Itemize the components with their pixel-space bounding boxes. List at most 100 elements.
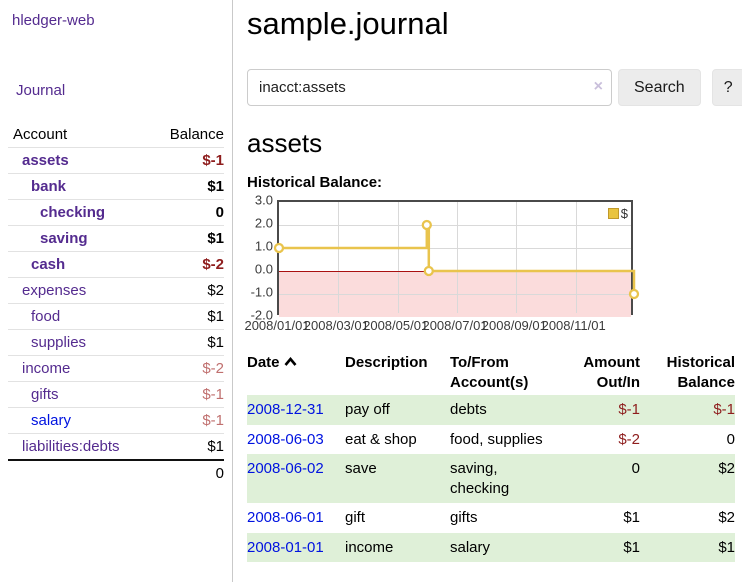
account-link-checking[interactable]: checking: [40, 204, 106, 221]
chart-gridline-vertical: [338, 202, 340, 313]
account-balance: $-2: [202, 360, 224, 377]
tofrom-accounts-cell: saving, checking: [450, 460, 510, 497]
chart-line: [279, 223, 636, 294]
date-cell: 2008-06-03: [247, 425, 345, 455]
tofrom-accounts-cell: food, supplies: [450, 430, 543, 448]
balance-column-header: Balance: [169, 126, 224, 143]
chart-data-point: [273, 242, 285, 254]
chart-data-point: [628, 288, 640, 300]
account-heading: assets: [247, 128, 323, 158]
clear-search-icon[interactable]: ×: [593, 78, 603, 95]
chart-x-axis: 2008/01/01 2008/03/01 2008/05/01 2008/07/01…: [244, 318, 637, 335]
journal-link[interactable]: Journal: [16, 82, 66, 99]
transaction-date-link[interactable]: 2008-12-31: [247, 401, 324, 418]
description-cell: pay off: [345, 401, 390, 418]
x-axis-tick-label: 2008/09/01: [481, 318, 547, 333]
total-balance: 0: [215, 465, 224, 482]
help-button[interactable]: ?: [711, 69, 742, 106]
sidebar-account-row: checking 0: [8, 200, 224, 226]
account-link-gifts[interactable]: gifts: [31, 386, 59, 403]
transaction-date-link[interactable]: 2008-06-03: [247, 430, 324, 448]
date-column-header[interactable]: Date: [247, 350, 345, 395]
historical-balance-cell: 0: [726, 430, 735, 448]
account-link-food[interactable]: food: [31, 308, 61, 325]
account-balance: $2: [207, 282, 224, 299]
y-axis-tick-label: 0.0: [254, 261, 273, 277]
main-content: sample.journal × Search ? assets Histori…: [234, 0, 742, 582]
sidebar-account-row: salary $-1: [8, 408, 224, 434]
account-balance: $1: [207, 334, 224, 351]
transaction-date-link[interactable]: 2008-06-02: [247, 460, 324, 477]
chart-gridline-vertical: [516, 202, 518, 313]
chart-data-point: [423, 265, 434, 277]
sidebar-account-row: bank $1: [8, 174, 224, 200]
amount-cell: $-2: [618, 430, 640, 448]
account-link-income[interactable]: income: [22, 360, 71, 377]
account-link-expenses[interactable]: expenses: [22, 282, 87, 299]
chart-legend: $: [607, 206, 628, 221]
search-input[interactable]: [247, 69, 612, 106]
sidebar-account-row: food $1: [8, 304, 224, 330]
account-balance: $1: [207, 438, 224, 455]
chart-plot: $: [273, 200, 640, 317]
account-link-cash[interactable]: cash: [31, 256, 66, 273]
chart-gridline-vertical: [457, 202, 458, 313]
account-link-assets[interactable]: assets: [22, 152, 69, 169]
account-link-bank[interactable]: bank: [31, 178, 67, 195]
chart-gridline-horizontal: [279, 248, 631, 249]
amount-cell: $1: [623, 509, 640, 526]
historical-balance-cell: $1: [718, 538, 735, 556]
account-balance: $1: [207, 308, 224, 325]
register-row: 2008-12-31 pay off debts $-1 $-1: [247, 395, 735, 425]
transaction-date-link[interactable]: 2008-06-01: [247, 509, 324, 526]
legend-label: $: [620, 206, 628, 221]
x-axis-tick-label: 2008/11/01: [541, 318, 606, 333]
y-axis-tick-label: 1.0: [254, 238, 273, 254]
accounts-table-header: Account Balance: [8, 122, 224, 148]
account-balance: 0: [215, 204, 224, 221]
description-cell: save: [345, 460, 377, 477]
chart-gridline-vertical: [397, 202, 399, 313]
historical-balance-cell: $2: [718, 460, 735, 477]
chart-gridline-vertical: [575, 202, 577, 313]
account-balance: $-1: [202, 412, 224, 429]
description-cell: income: [345, 538, 394, 556]
account-link-salary[interactable]: salary: [31, 412, 72, 429]
account-balance: $-2: [202, 256, 224, 273]
date-cell: 2008-06-01: [247, 503, 345, 533]
account-balance: $-1: [202, 386, 224, 403]
tofrom-accounts-cell: debts: [450, 401, 487, 418]
sidebar-account-row: assets $-1: [8, 148, 224, 174]
sidebar-account-row: liabilities:debts $1: [8, 434, 224, 461]
description-column-header: Description: [345, 354, 428, 371]
tofrom-accounts-cell: salary: [450, 538, 491, 556]
brand-link[interactable]: hledger-web: [12, 12, 95, 29]
y-axis-tick-label: 2.0: [254, 215, 273, 231]
date-header-label: Date: [247, 354, 280, 371]
historical-column-header: Historical Balance: [666, 354, 735, 391]
sidebar-account-row: saving $1: [8, 226, 224, 252]
account-rows: assets $-1 bank $1 checking 0 saving $1 cash $-2 e…: [8, 148, 224, 461]
description-cell: eat & shop: [345, 430, 417, 448]
sidebar-account-row: supplies $1: [8, 330, 224, 356]
register-row: 2008-06-01 gift gifts $1 $2: [247, 503, 735, 533]
brand: hledger-web: [8, 8, 224, 30]
transaction-date-link[interactable]: 2008-01-01: [247, 538, 324, 556]
y-axis-tick-label: -1.0: [250, 284, 273, 300]
sidebar-account-row: cash $-2: [8, 252, 224, 278]
chart-series: [273, 219, 640, 300]
chart-gridline-horizontal: [279, 225, 631, 226]
description-cell: gift: [345, 509, 366, 526]
historical-balance-cell: $2: [718, 509, 735, 526]
balance-chart: 3.0 2.0 1.0 0.0 -1.0 -2.0 $: [247, 193, 735, 323]
register-header-row: Date Description To/From Account(s) Amou…: [247, 350, 735, 395]
y-axis-tick-label: -2.0: [250, 307, 273, 323]
x-axis-tick-label: 2008/03/01: [303, 318, 369, 333]
account-link-supplies[interactable]: supplies: [31, 334, 87, 351]
sort-ascending-icon: [284, 353, 297, 373]
legend-swatch: [607, 208, 619, 219]
account-link-saving[interactable]: saving: [40, 230, 88, 247]
account-link-liabilities-debts[interactable]: liabilities:debts: [22, 438, 120, 455]
search-button[interactable]: Search: [618, 69, 701, 106]
